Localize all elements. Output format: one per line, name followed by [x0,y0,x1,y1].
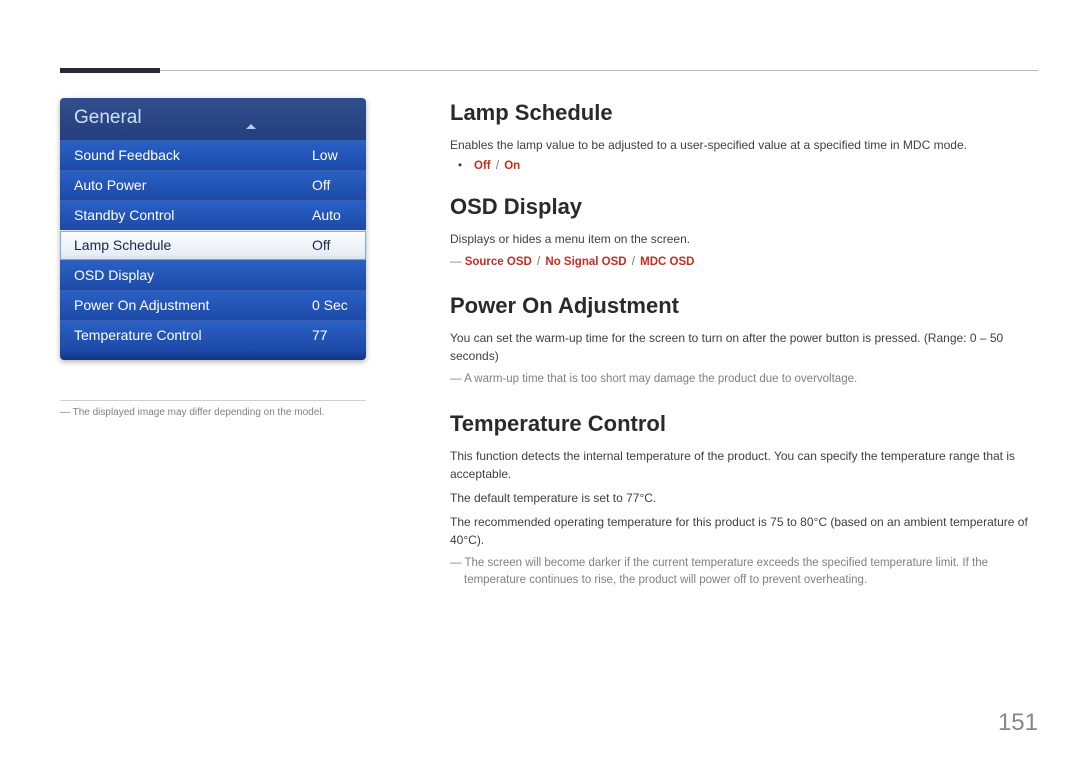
section-power-on-adjustment: Power On Adjustment You can set the warm… [450,293,1040,388]
osd-item-label: Power On Adjustment [74,297,209,313]
osd-item-value: Off [312,237,352,253]
note-power-on: A warm-up time that is too short may dam… [450,371,1040,388]
options-lamp-schedule: • Off / On [458,160,1040,172]
heading-temperature: Temperature Control [450,411,1040,437]
section-osd-display: OSD Display Displays or hides a menu ite… [450,194,1040,271]
osd-item-label: Standby Control [74,207,174,223]
options-text: Off / On [474,160,520,172]
page: General Sound Feedback Low Auto Power Off St… [0,0,1080,763]
desc-osd-display: Displays or hides a menu item on the scr… [450,230,1040,248]
desc-temperature-3: The recommended operating temperature fo… [450,513,1040,549]
osd-item-value: Off [312,177,352,193]
osd-menu-item[interactable]: OSD Display [60,260,366,290]
osd-menu-item[interactable]: Temperature Control 77 [60,320,366,350]
content-column: Lamp Schedule Enables the lamp value to … [450,100,1040,611]
osd-menu-item[interactable]: Auto Power Off [60,170,366,200]
osd-title-text: General [74,107,142,128]
osd-item-label: Lamp Schedule [74,237,171,253]
heading-power-on: Power On Adjustment [450,293,1040,319]
header-rule [60,70,1038,71]
osd-item-label: Temperature Control [74,327,202,343]
option-on: On [504,160,520,172]
desc-lamp-schedule: Enables the lamp value to be adjusted to… [450,136,1040,154]
bullet-icon: • [458,160,462,172]
desc-temperature-1: This function detects the internal tempe… [450,447,1040,483]
osd-item-label: Auto Power [74,177,146,193]
osd-rows-container: Sound Feedback Low Auto Power Off Standby Co… [60,140,366,350]
option-off: Off [474,160,491,172]
osd-panel: General Sound Feedback Low Auto Power Off St… [60,98,366,360]
osd-panel-title: General [60,98,366,140]
note-temperature: The screen will become darker if the cur… [450,555,1040,590]
option-source-osd: Source OSD [465,256,532,268]
panel-disclaimer: ― The displayed image may differ dependi… [60,407,366,418]
section-temperature-control: Temperature Control This function detect… [450,411,1040,590]
header-rule-accent [60,68,160,73]
section-lamp-schedule: Lamp Schedule Enables the lamp value to … [450,100,1040,172]
osd-item-value: 0 Sec [312,297,352,313]
option-mdc-osd: MDC OSD [640,256,694,268]
osd-item-label: OSD Display [74,267,154,283]
osd-item-label: Sound Feedback [74,147,180,163]
options-osd-display: ― Source OSD / No Signal OSD / MDC OSD [450,254,1040,271]
osd-panel-footer [60,350,366,360]
osd-item-value: Low [312,147,352,163]
desc-power-on: You can set the warm-up time for the scr… [450,329,1040,365]
chevron-up-icon[interactable] [246,124,256,129]
left-column: General Sound Feedback Low Auto Power Off St… [60,98,366,418]
panel-divider [60,400,366,401]
osd-menu-item[interactable]: Standby Control Auto [60,200,366,230]
heading-lamp-schedule: Lamp Schedule [450,100,1040,126]
panel-disclaimer-text: The displayed image may differ depending… [73,407,325,418]
heading-osd-display: OSD Display [450,194,1040,220]
option-no-signal-osd: No Signal OSD [545,256,626,268]
osd-menu-item[interactable]: Lamp Schedule Off [60,230,366,260]
osd-item-value: Auto [312,207,352,223]
osd-item-value: 77 [312,327,352,343]
desc-temperature-2: The default temperature is set to 77°C. [450,489,1040,507]
osd-menu-item[interactable]: Power On Adjustment 0 Sec [60,290,366,320]
osd-menu-item[interactable]: Sound Feedback Low [60,140,366,170]
page-number: 151 [998,709,1038,737]
